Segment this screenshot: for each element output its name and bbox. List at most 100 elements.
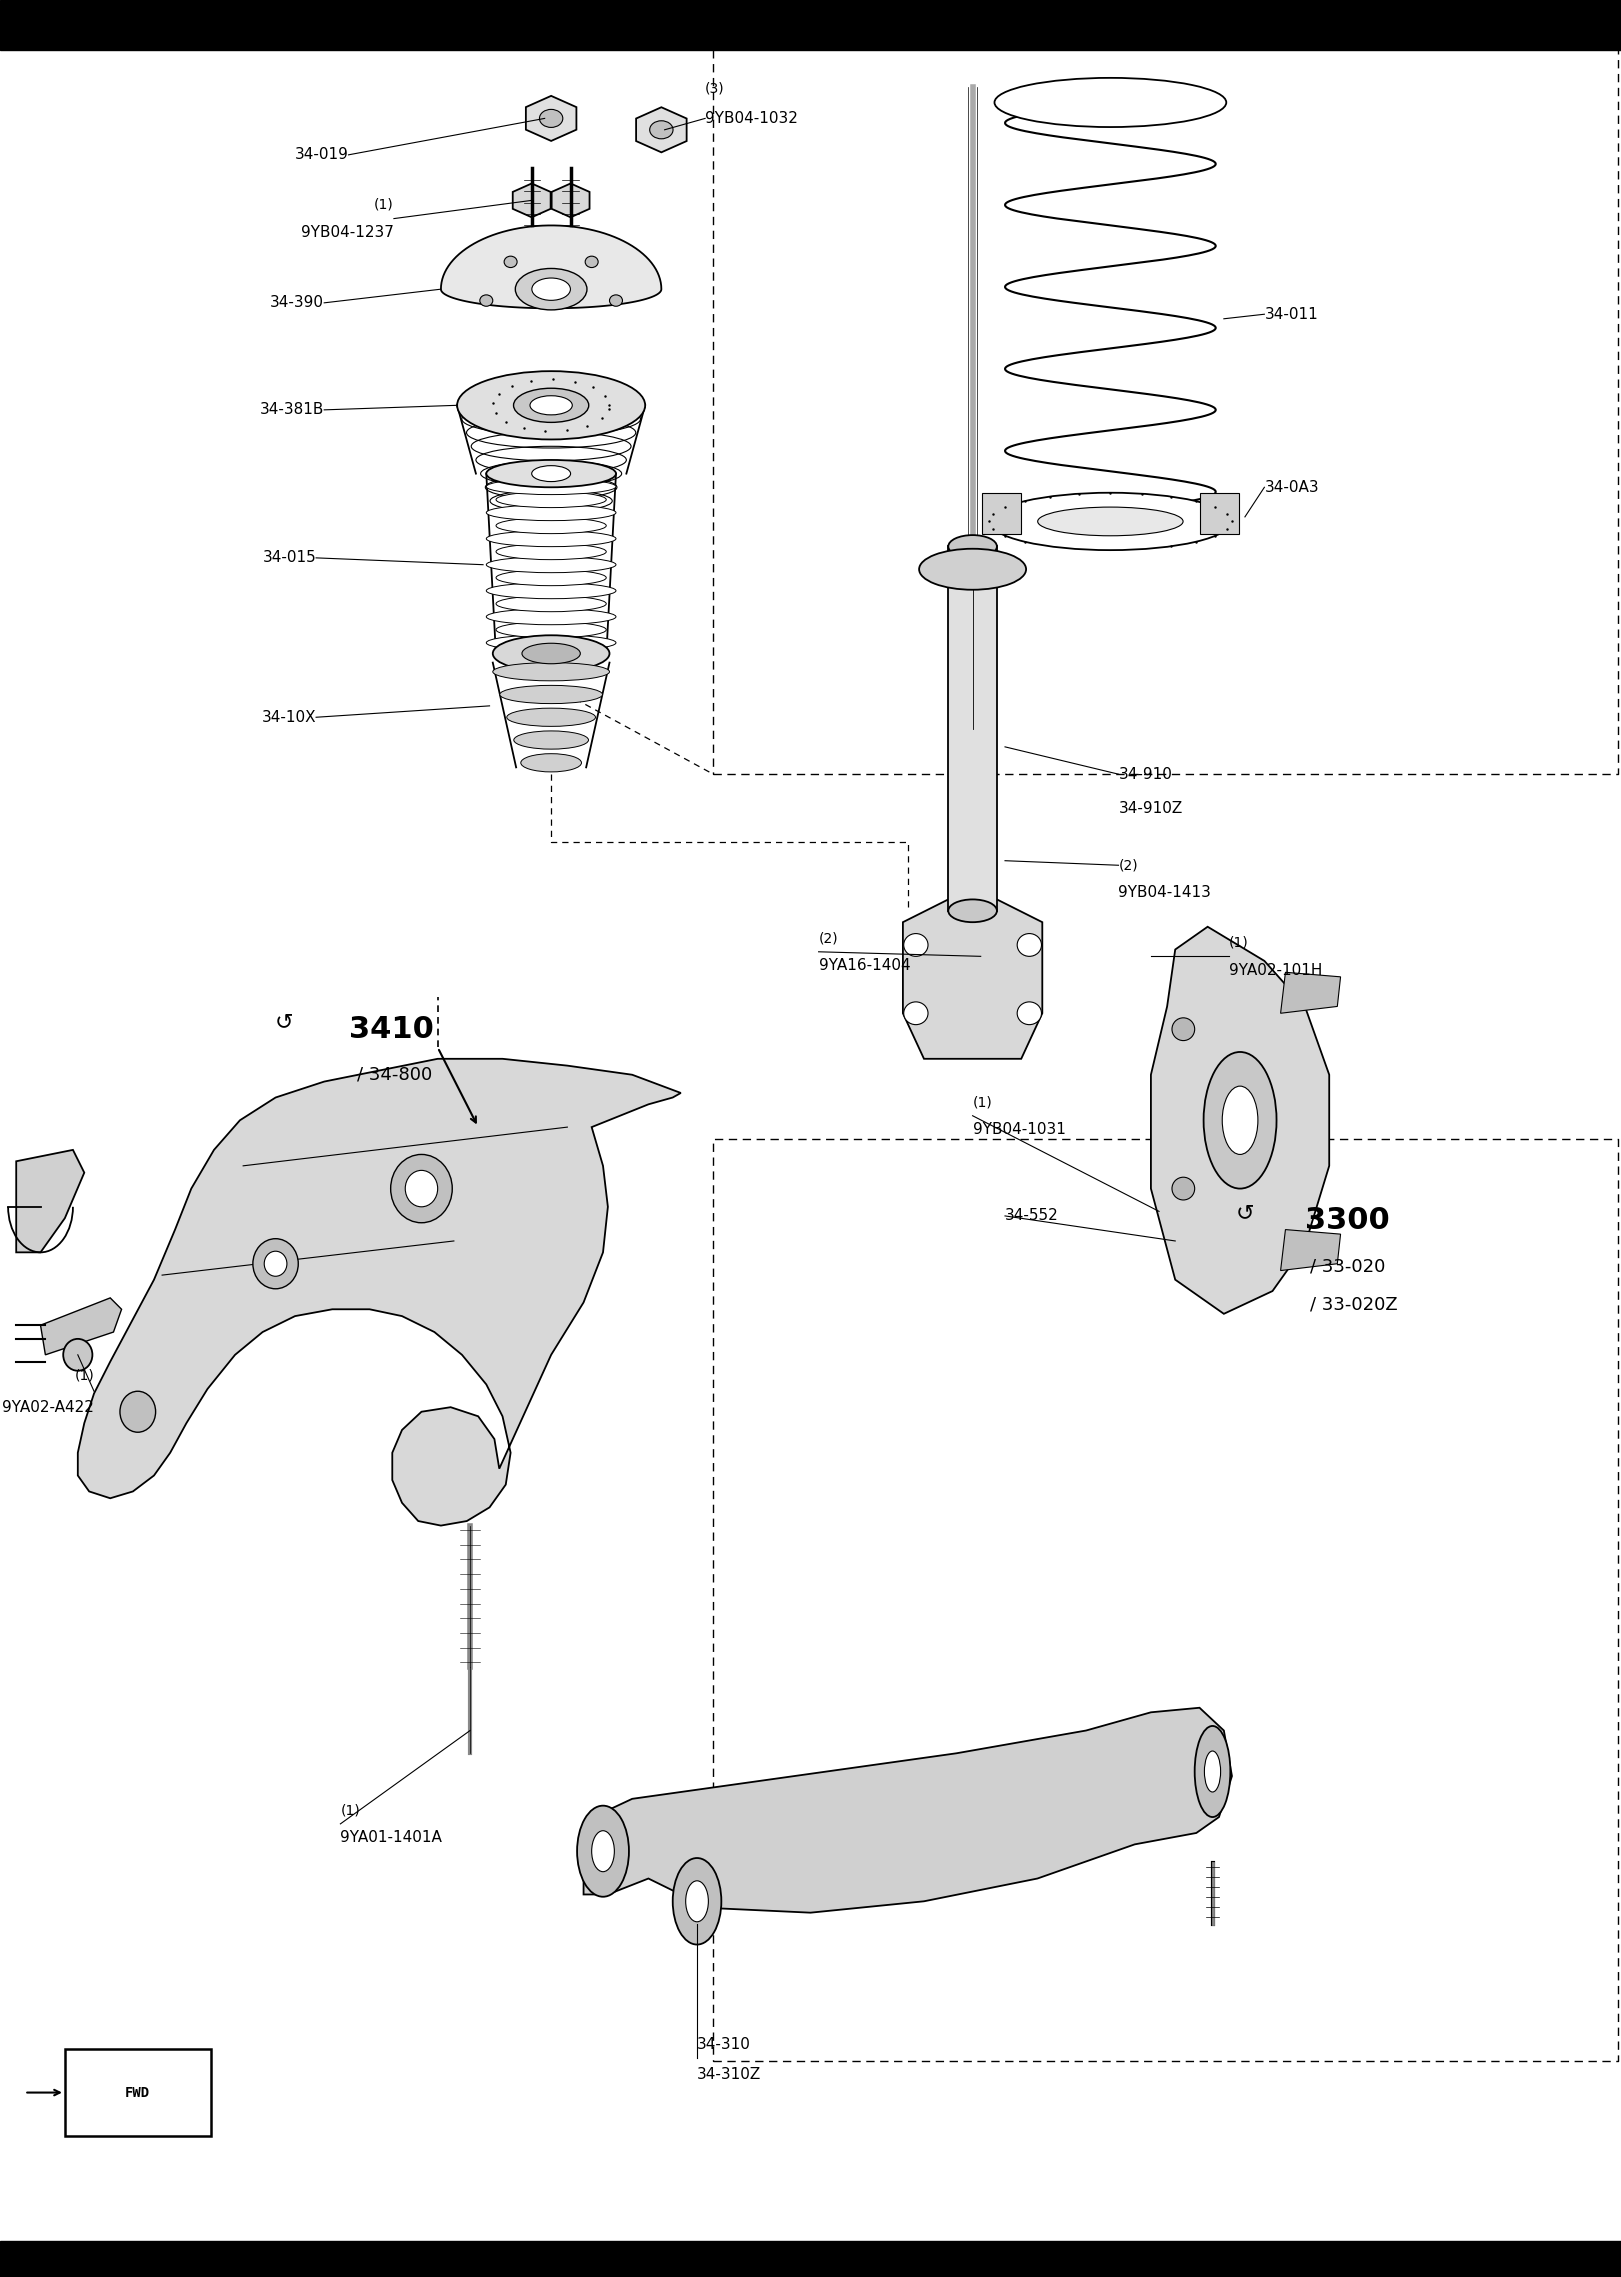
- Text: 34-910: 34-910: [1118, 767, 1172, 781]
- Text: (2): (2): [1118, 858, 1138, 872]
- Ellipse shape: [496, 569, 606, 585]
- Polygon shape: [512, 184, 551, 216]
- Ellipse shape: [496, 467, 606, 483]
- Ellipse shape: [486, 505, 616, 521]
- Text: 9YB04-1413: 9YB04-1413: [1118, 886, 1211, 899]
- Ellipse shape: [1018, 934, 1042, 956]
- Text: 9YA02-A422: 9YA02-A422: [2, 1400, 94, 1414]
- Ellipse shape: [486, 635, 616, 651]
- Ellipse shape: [480, 294, 493, 307]
- Text: / 33-020Z: / 33-020Z: [1310, 1296, 1397, 1314]
- Polygon shape: [635, 107, 687, 153]
- Ellipse shape: [515, 269, 587, 310]
- Bar: [982, 492, 1021, 533]
- Text: 34-552: 34-552: [1005, 1209, 1059, 1223]
- Ellipse shape: [592, 1831, 614, 1872]
- Text: 34-910Z: 34-910Z: [1118, 802, 1183, 815]
- Ellipse shape: [903, 934, 927, 956]
- Text: 34-381B: 34-381B: [259, 403, 324, 417]
- Text: 9YB04-1032: 9YB04-1032: [705, 112, 798, 125]
- Ellipse shape: [522, 642, 580, 665]
- Polygon shape: [551, 184, 590, 216]
- Text: / 34-800: / 34-800: [357, 1066, 431, 1084]
- Text: 34-0A3: 34-0A3: [1264, 480, 1319, 494]
- Ellipse shape: [903, 1002, 927, 1025]
- Bar: [0, 0, 1621, 50]
- Ellipse shape: [486, 460, 616, 487]
- Ellipse shape: [486, 556, 616, 572]
- Ellipse shape: [994, 77, 1225, 128]
- Ellipse shape: [1018, 1002, 1042, 1025]
- Text: 34-10X: 34-10X: [261, 710, 316, 724]
- Ellipse shape: [486, 583, 616, 599]
- Bar: [948, 546, 997, 911]
- Ellipse shape: [496, 649, 606, 665]
- Polygon shape: [16, 1150, 84, 1252]
- Ellipse shape: [486, 478, 616, 494]
- Text: 9YB04-1237: 9YB04-1237: [302, 225, 394, 239]
- Ellipse shape: [493, 635, 609, 672]
- Text: 9YA02-101H: 9YA02-101H: [1229, 963, 1323, 977]
- Text: (1): (1): [374, 198, 394, 212]
- Ellipse shape: [919, 549, 1026, 590]
- Bar: [1200, 492, 1238, 533]
- Ellipse shape: [686, 1881, 708, 1922]
- Text: 34-310Z: 34-310Z: [697, 2068, 762, 2081]
- Text: ↺: ↺: [274, 1013, 293, 1031]
- Polygon shape: [41, 1298, 122, 1355]
- Ellipse shape: [496, 492, 606, 508]
- Text: (1): (1): [340, 1803, 360, 1817]
- Text: 9YB04-1031: 9YB04-1031: [973, 1123, 1065, 1136]
- Ellipse shape: [486, 608, 616, 624]
- Ellipse shape: [496, 597, 606, 613]
- Ellipse shape: [1203, 1052, 1277, 1189]
- Text: 34-011: 34-011: [1264, 307, 1318, 321]
- Text: ↺: ↺: [1235, 1205, 1255, 1223]
- Ellipse shape: [496, 622, 606, 638]
- Ellipse shape: [1195, 1726, 1230, 1817]
- Ellipse shape: [948, 899, 997, 922]
- Text: (1): (1): [973, 1095, 992, 1109]
- Bar: [0, 2241, 1621, 2277]
- Ellipse shape: [532, 465, 571, 480]
- Ellipse shape: [253, 1239, 298, 1289]
- Ellipse shape: [405, 1170, 438, 1207]
- Ellipse shape: [577, 1806, 629, 1897]
- Ellipse shape: [650, 121, 673, 139]
- Ellipse shape: [585, 255, 598, 269]
- Ellipse shape: [609, 294, 622, 307]
- Ellipse shape: [520, 754, 582, 772]
- Ellipse shape: [948, 535, 997, 558]
- Text: 34-019: 34-019: [295, 148, 349, 162]
- Text: (1): (1): [1229, 936, 1248, 950]
- Ellipse shape: [493, 663, 609, 681]
- Text: 3300: 3300: [1305, 1207, 1389, 1234]
- Text: (2): (2): [819, 931, 838, 945]
- Bar: [65, 2049, 211, 2136]
- Ellipse shape: [496, 544, 606, 560]
- Text: / 33-020: / 33-020: [1310, 1257, 1384, 1275]
- Ellipse shape: [1204, 1751, 1221, 1792]
- Ellipse shape: [486, 531, 616, 546]
- Ellipse shape: [120, 1391, 156, 1432]
- Text: 34-390: 34-390: [271, 296, 324, 310]
- Text: 9YA16-1404: 9YA16-1404: [819, 959, 911, 972]
- Polygon shape: [903, 899, 1042, 1059]
- Ellipse shape: [391, 1154, 452, 1223]
- Ellipse shape: [1172, 1018, 1195, 1041]
- Text: (3): (3): [705, 82, 725, 96]
- Polygon shape: [525, 96, 577, 141]
- Ellipse shape: [532, 278, 571, 301]
- Polygon shape: [1281, 972, 1341, 1013]
- Ellipse shape: [989, 492, 1232, 551]
- Ellipse shape: [63, 1339, 92, 1371]
- Ellipse shape: [504, 255, 517, 269]
- Text: 34-015: 34-015: [263, 551, 316, 565]
- Text: 34-310: 34-310: [697, 2038, 751, 2052]
- Ellipse shape: [1222, 1086, 1258, 1154]
- Ellipse shape: [507, 708, 595, 726]
- Ellipse shape: [673, 1858, 721, 1945]
- Ellipse shape: [457, 371, 645, 439]
- Text: (1): (1): [75, 1368, 94, 1382]
- Polygon shape: [441, 225, 661, 307]
